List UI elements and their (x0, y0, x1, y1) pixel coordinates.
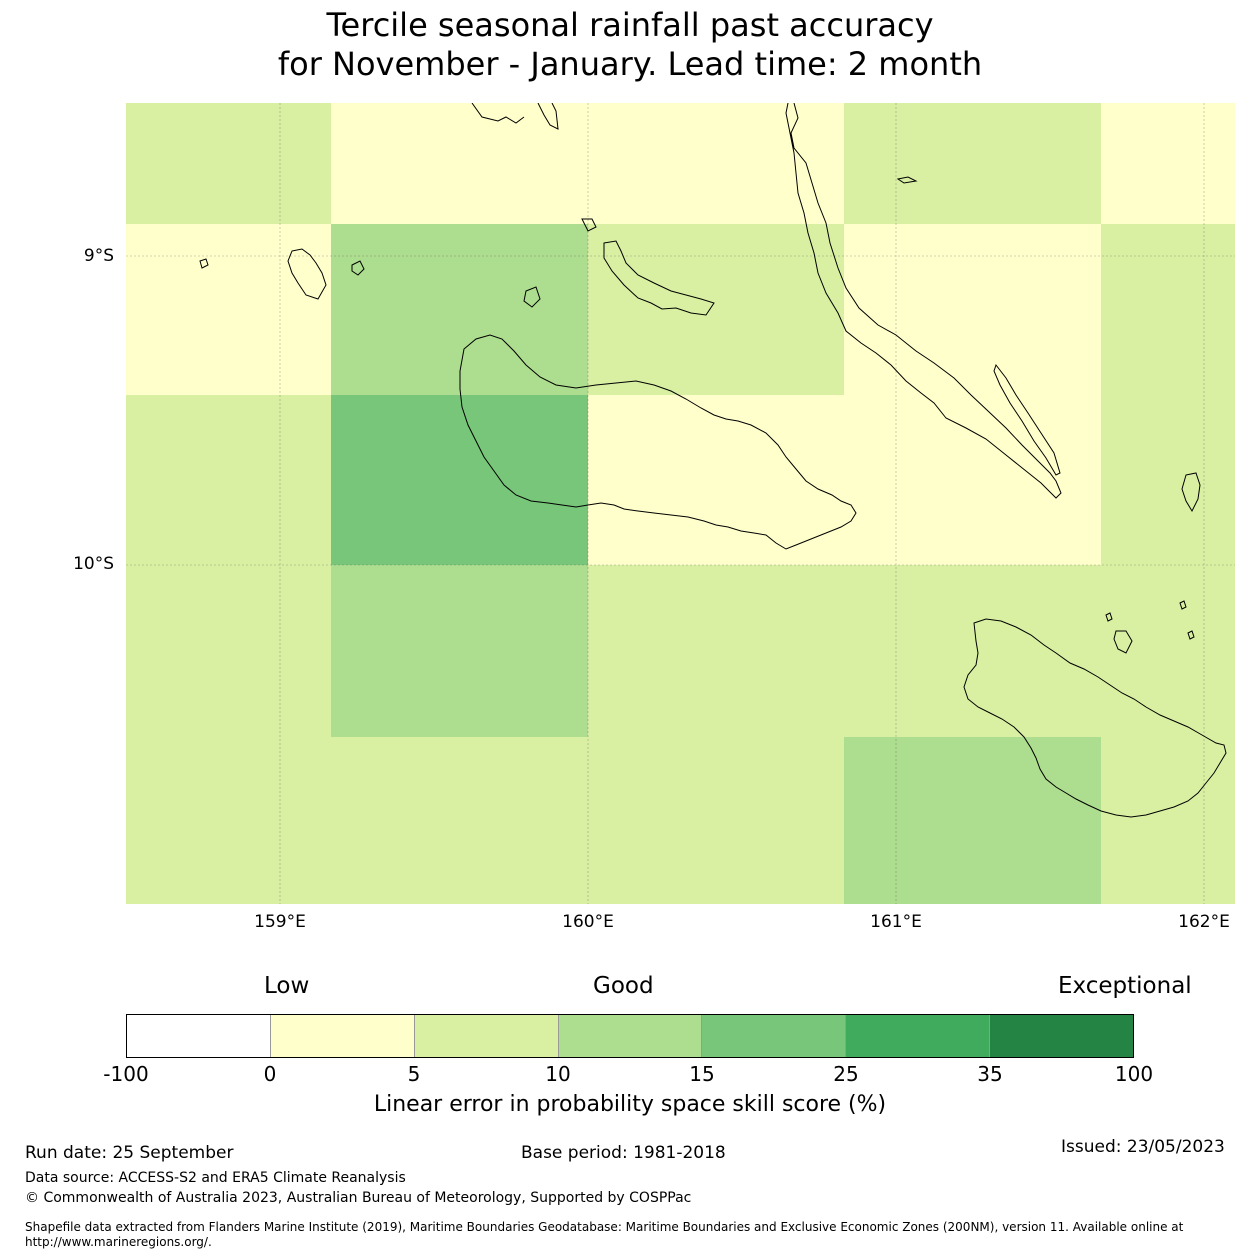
coastline-florida-islands (603, 240, 715, 316)
coastline-malaita (993, 363, 1061, 476)
coastline-islet-5 (537, 103, 559, 130)
colorbar-segment (990, 1015, 1134, 1057)
skill-grid-cell (844, 565, 1101, 737)
map-canvas (126, 103, 1235, 904)
colorbar-tick: 0 (263, 1062, 277, 1086)
skill-grid-cell (844, 103, 1101, 224)
skill-grid-cell (126, 565, 331, 737)
skill-grid-cell (331, 737, 588, 904)
coastline-russell-islands (287, 248, 327, 300)
copyright: © Commonwealth of Australia 2023, Austra… (25, 1190, 692, 1206)
coastline-islet-12 (1187, 630, 1195, 640)
coastline-guadalcanal (459, 334, 857, 550)
skill-grid-cell (331, 395, 588, 565)
coastline-islet-8 (1181, 472, 1201, 513)
skill-grid-cell (588, 565, 844, 737)
skill-grid-cell (588, 737, 844, 904)
coastline-islet-7 (581, 218, 597, 232)
colorbar-tick: -100 (103, 1062, 149, 1086)
skill-grid-cell (588, 224, 844, 395)
colorbar-tick: 35 (977, 1062, 1003, 1086)
colorbar-tick: 10 (545, 1062, 571, 1086)
skill-grid-cell (126, 737, 331, 904)
lat-label-9s: 9°S (83, 246, 114, 266)
colorbar-word-exceptional: Exceptional (1058, 973, 1192, 999)
coastline-islet-4 (471, 103, 525, 124)
skill-grid-cell (844, 737, 1101, 904)
colorbar-tick: 100 (1114, 1062, 1154, 1086)
coastline-islet-3 (199, 258, 209, 269)
colorbar-segment (558, 1015, 703, 1057)
skill-grid-cell (588, 395, 844, 565)
skill-grid-cell (1101, 103, 1235, 224)
skill-grid-cell (126, 395, 331, 565)
coastline-islet-11 (1179, 600, 1187, 610)
coastline-makira (963, 618, 1227, 818)
colorbar-word-good: Good (593, 973, 654, 999)
colorbar-segment (270, 1015, 415, 1057)
skill-grid-cell (126, 224, 331, 395)
coastline-islet-9 (1113, 630, 1133, 654)
shapefile-credit: Shapefile data extracted from Flanders M… (25, 1220, 1184, 1249)
lon-label-162e: 162°E (1178, 912, 1230, 932)
skill-grid-cell (1101, 737, 1235, 904)
colorbar-tick: 15 (689, 1062, 715, 1086)
colorbar-title: Linear error in probability space skill … (373, 1092, 887, 1117)
issued-date: Issued: 23/05/2023 (1061, 1137, 1225, 1157)
skill-grid-cell (1101, 565, 1235, 737)
data-source: Data source: ACCESS-S2 and ERA5 Climate … (25, 1170, 406, 1186)
chart-title-line2: for November - January. Lead time: 2 mon… (277, 45, 983, 83)
skill-grid-cell (126, 103, 331, 224)
skill-grid-cell (1101, 395, 1235, 565)
colorbar (126, 1014, 1134, 1058)
lon-label-160e: 160°E (562, 912, 614, 932)
colorbar-tick: 25 (833, 1062, 859, 1086)
coastline-islet-10 (1105, 612, 1113, 622)
base-period: Base period: 1981-2018 (521, 1143, 726, 1163)
coastline-islet-2 (523, 286, 541, 308)
skill-map (126, 103, 1235, 904)
colorbar-segment (702, 1015, 847, 1057)
skill-grid-cell (588, 103, 844, 224)
colorbar-tick: 5 (407, 1062, 421, 1086)
chart-title-line1: Tercile seasonal rainfall past accuracy (326, 6, 934, 44)
skill-grid-cell (1101, 224, 1235, 395)
lat-label-10s: 10°S (73, 554, 114, 574)
coastline-santa-isabel (785, 103, 1062, 499)
colorbar-segment (414, 1015, 559, 1057)
colorbar-segment (127, 1015, 271, 1057)
coastline-islet-6 (896, 176, 918, 184)
colorbar-word-low: Low (264, 973, 310, 999)
skill-grid-cell (844, 224, 1101, 395)
skill-grid-cell (331, 103, 588, 224)
skill-grid-cell (331, 224, 588, 395)
run-date: Run date: 25 September (25, 1143, 234, 1163)
coastline-islet-1 (351, 260, 365, 276)
skill-grid-cell (331, 565, 588, 737)
skill-grid-cell (844, 395, 1101, 565)
colorbar-segment (846, 1015, 991, 1057)
lon-label-161e: 161°E (870, 912, 922, 932)
lon-label-159e: 159°E (254, 912, 306, 932)
